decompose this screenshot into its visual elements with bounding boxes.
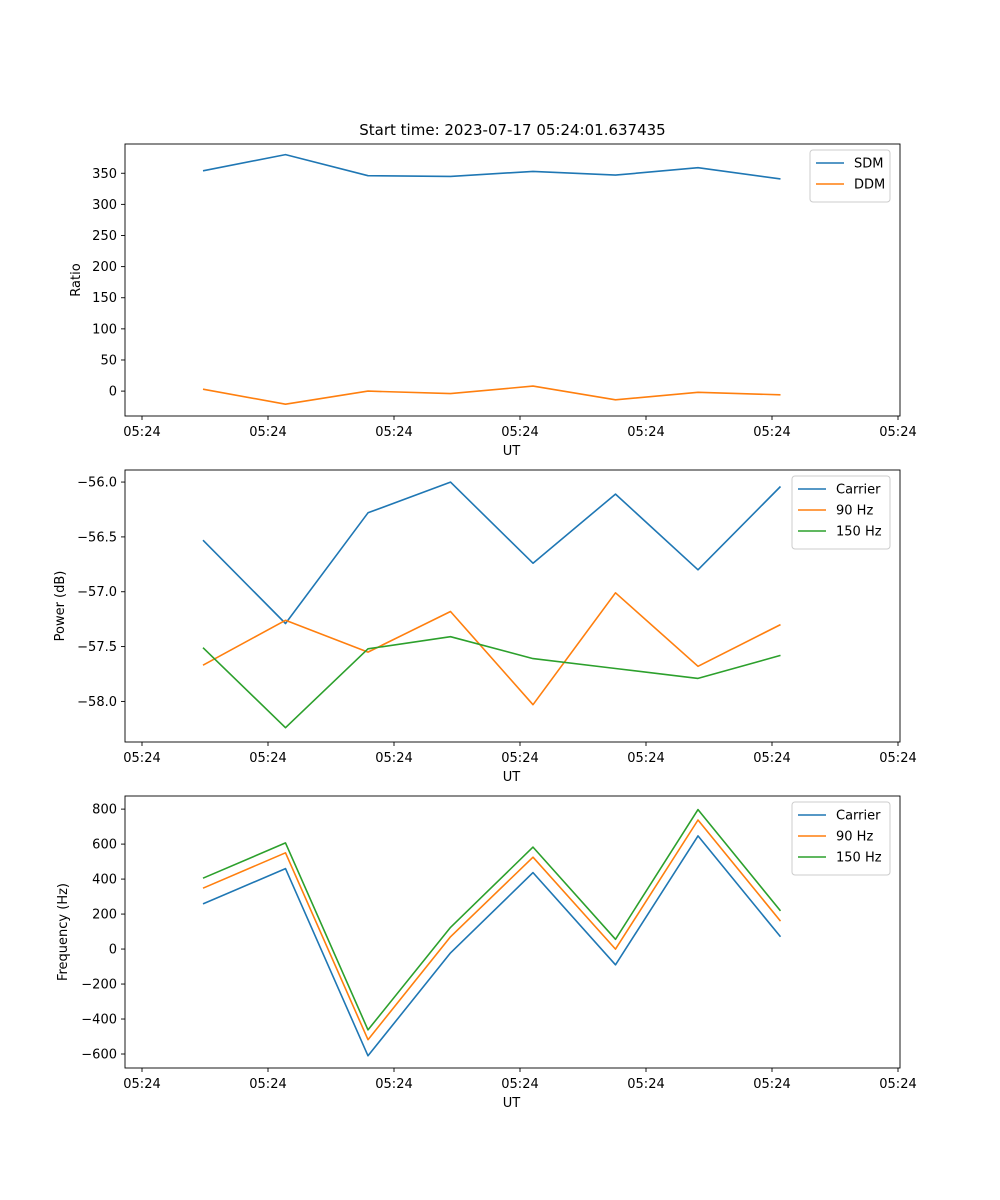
y-tick-label: 0 <box>109 385 117 400</box>
x-tick-label: 05:24 <box>249 751 286 766</box>
chart-panel-1: Start time: 2023-07-17 05:24:01.63743505… <box>69 121 917 459</box>
chart-title: Start time: 2023-07-17 05:24:01.637435 <box>359 121 665 139</box>
series-line-carrier <box>202 835 782 1057</box>
x-tick-label: 05:24 <box>879 1077 916 1092</box>
x-tick-label: 05:24 <box>249 1077 286 1092</box>
y-tick-label: 50 <box>100 353 117 368</box>
x-tick-label: 05:24 <box>501 425 538 440</box>
y-tick-label: −57.5 <box>77 640 117 655</box>
y-tick-label: −56.0 <box>77 476 117 491</box>
x-axis-label: UT <box>503 444 521 459</box>
y-tick-label: −600 <box>81 1048 117 1063</box>
x-tick-label: 05:24 <box>753 1077 790 1092</box>
y-tick-label: −56.5 <box>77 530 117 545</box>
legend-label: 90 Hz <box>836 504 873 519</box>
y-tick-label: 350 <box>92 167 117 182</box>
y-axis-label: Frequency (Hz) <box>56 883 71 981</box>
x-tick-label: 05:24 <box>375 425 412 440</box>
x-tick-label: 05:24 <box>501 1077 538 1092</box>
axes-frame <box>124 469 901 743</box>
x-tick-label: 05:24 <box>249 425 286 440</box>
series-line-150-hz <box>202 635 781 729</box>
y-tick-label: 0 <box>109 943 117 958</box>
series-line-150-hz <box>202 808 782 1031</box>
series-line-90-hz <box>202 591 781 706</box>
y-tick-label: −57.0 <box>77 585 117 600</box>
legend: Carrier 90 Hz 150 Hz <box>791 475 891 550</box>
y-tick-label: 800 <box>92 803 117 818</box>
y-tick-label: 250 <box>92 229 117 244</box>
x-tick-label: 05:24 <box>375 751 412 766</box>
x-tick-label: 05:24 <box>375 1077 412 1092</box>
y-axis-label: Ratio <box>69 263 84 296</box>
x-tick-label: 05:24 <box>123 1077 160 1092</box>
legend-label: DDM <box>854 178 885 193</box>
axes-frame <box>124 143 901 417</box>
y-tick-label: 400 <box>92 873 117 888</box>
series-line-90-hz <box>202 819 782 1041</box>
legend: Carrier 90 Hz 150 Hz <box>791 801 891 876</box>
y-tick-label: 200 <box>92 260 117 275</box>
chart-panel-2: −58.0 −57.5 −57.0 −56.5 −56.0 05:24 05:24 05:24… <box>53 469 917 785</box>
y-tick-label: 200 <box>92 908 117 923</box>
legend-label: 90 Hz <box>836 830 873 845</box>
chart-panel-3: −600 −400 −200 0 200 400 600 800 05:24 05:24 05:24… <box>56 795 917 1111</box>
legend-label: 150 Hz <box>836 851 882 866</box>
y-tick-label: 600 <box>92 838 117 853</box>
series-line-ddm <box>202 385 781 406</box>
x-tick-label: 05:24 <box>879 425 916 440</box>
y-tick-label: 300 <box>92 198 117 213</box>
axes-frame <box>124 795 901 1069</box>
x-tick-label: 05:24 <box>627 1077 664 1092</box>
series-line-carrier <box>202 481 782 625</box>
x-tick-label: 05:24 <box>123 751 160 766</box>
x-tick-label: 05:24 <box>753 425 790 440</box>
legend-label: Carrier <box>836 809 881 824</box>
x-tick-label: 05:24 <box>753 751 790 766</box>
legend-label: Carrier <box>836 483 881 498</box>
x-axis-label: UT <box>503 1096 521 1111</box>
x-tick-label: 05:24 <box>627 751 664 766</box>
legend-label: SDM <box>854 157 883 172</box>
x-tick-label: 05:24 <box>123 425 160 440</box>
legend-label: 150 Hz <box>836 525 882 540</box>
x-tick-label: 05:24 <box>501 751 538 766</box>
x-axis-label: UT <box>503 770 521 785</box>
series-line-sdm <box>202 153 781 180</box>
y-tick-label: −400 <box>81 1013 117 1028</box>
y-tick-label: 150 <box>92 291 117 306</box>
x-tick-label: 05:24 <box>627 425 664 440</box>
y-tick-label: 100 <box>92 322 117 337</box>
x-tick-label: 05:24 <box>879 751 916 766</box>
y-axis-label: Power (dB) <box>53 571 68 642</box>
y-tick-label: −58.0 <box>77 695 117 710</box>
y-tick-label: −200 <box>81 978 117 993</box>
legend: SDM DDM <box>809 149 891 203</box>
